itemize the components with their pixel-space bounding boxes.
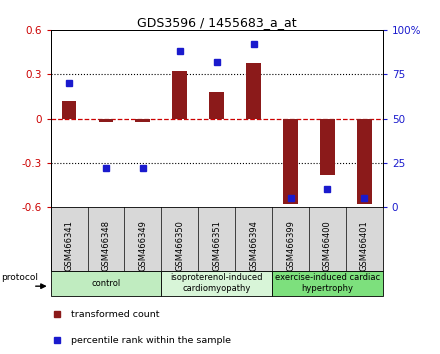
Bar	[172, 72, 187, 119]
Bar	[161, 271, 272, 296]
Text: protocol: protocol	[1, 273, 38, 282]
Bar	[246, 63, 261, 119]
Text: exercise-induced cardiac
hypertrophy: exercise-induced cardiac hypertrophy	[275, 274, 380, 293]
Bar	[357, 119, 372, 204]
Bar	[320, 119, 335, 175]
Bar	[99, 119, 114, 121]
Bar	[283, 119, 298, 204]
Text: isoproterenol-induced
cardiomyopathy: isoproterenol-induced cardiomyopathy	[170, 274, 263, 293]
Bar	[272, 271, 383, 296]
Bar	[51, 271, 161, 296]
Text: percentile rank within the sample: percentile rank within the sample	[70, 336, 231, 345]
Bar	[136, 119, 150, 121]
Text: control: control	[92, 279, 121, 288]
Text: transformed count: transformed count	[70, 310, 159, 319]
Bar	[209, 92, 224, 119]
Title: GDS3596 / 1455683_a_at: GDS3596 / 1455683_a_at	[137, 16, 297, 29]
Bar	[62, 101, 77, 119]
